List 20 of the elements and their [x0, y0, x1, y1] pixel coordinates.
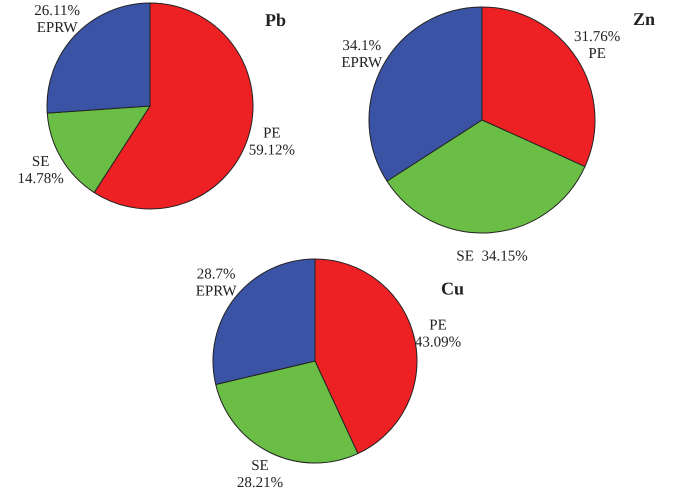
slice-label: EPRW: [36, 20, 78, 36]
slice-label: SE 34.15%: [456, 248, 528, 265]
slice-label: EPRW: [196, 283, 238, 300]
data-label: 26.11%: [34, 2, 80, 19]
text: Cu: [441, 278, 464, 298]
data-label: 31.76%: [574, 29, 620, 46]
chart-title: Zn: [633, 9, 656, 30]
slice-label: PE: [588, 46, 606, 62]
data-label: 14.78%: [18, 171, 64, 188]
data-label: 34.1%: [342, 38, 382, 54]
data-label: 28.7%: [196, 266, 236, 282]
data-label: 59.12%: [248, 142, 295, 158]
data-label: 43.09%: [414, 334, 462, 350]
chart-title: Pb: [265, 10, 286, 30]
data-label: 28.21%: [236, 474, 284, 491]
slice-label: SE: [32, 154, 50, 170]
slice-label: EPRW: [341, 54, 384, 71]
slice-label: PE: [263, 125, 281, 142]
slice-label: SE: [251, 458, 269, 474]
slice-label: PE: [429, 317, 447, 334]
